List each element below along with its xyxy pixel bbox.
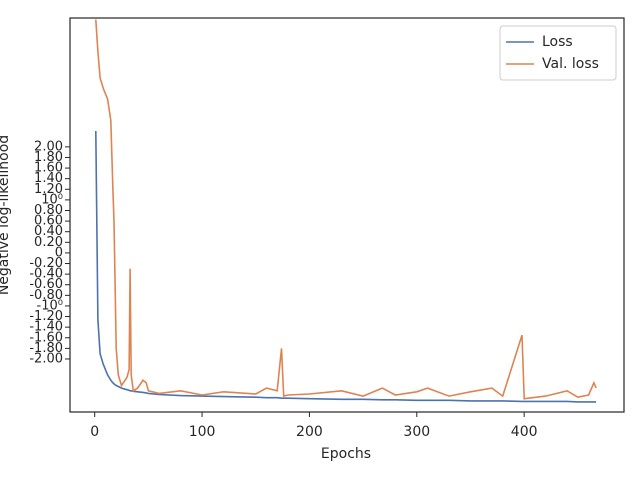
legend-label: Loss [542, 34, 573, 50]
y-tick-label: 2.00 [34, 139, 63, 154]
y-tick-label: -0.60 [29, 277, 63, 292]
y-tick-label: -0.80 [29, 288, 63, 303]
x-tick-label: 400 [511, 424, 538, 440]
y-tick-label: 0.60 [34, 214, 63, 229]
y-tick-label: 10⁰ [41, 192, 63, 207]
y-tick-label: 1.40 [34, 171, 63, 186]
y-tick-label: 1.60 [34, 161, 63, 176]
y-tick-label: -1.60 [29, 330, 63, 345]
y-tick-label: 0.40 [34, 224, 63, 239]
plot-frame [69, 17, 625, 413]
y-axis-label: Negative log-likelihood [0, 135, 12, 295]
y-tick-label: -1.80 [29, 341, 63, 356]
y-tick-label: 0 [55, 245, 63, 260]
y-tick-label: -0.40 [29, 267, 63, 282]
y-tick-label: 0.80 [34, 203, 63, 218]
legend-box [499, 25, 617, 81]
y-tick-label: -0.20 [29, 256, 63, 271]
x-axis-label: Epochs [321, 446, 371, 462]
y-tick-label: -2.00 [29, 351, 63, 366]
line [95, 19, 597, 400]
y-tick-label: -10⁰ [37, 298, 63, 313]
legend-label: Val. loss [542, 56, 599, 72]
y-tick-label: 1.80 [34, 150, 63, 165]
x-tick-label: 200 [296, 424, 323, 440]
y-tick-label: -1.40 [29, 320, 63, 335]
x-tick-label: 100 [189, 424, 216, 440]
y-tick-label: 1.20 [34, 182, 63, 197]
y-tick-label: -1.20 [29, 309, 63, 324]
x-tick-label: 0 [90, 424, 99, 440]
line [95, 130, 597, 403]
y-tick-label: 0.20 [34, 235, 63, 250]
x-tick-label: 300 [403, 424, 430, 440]
